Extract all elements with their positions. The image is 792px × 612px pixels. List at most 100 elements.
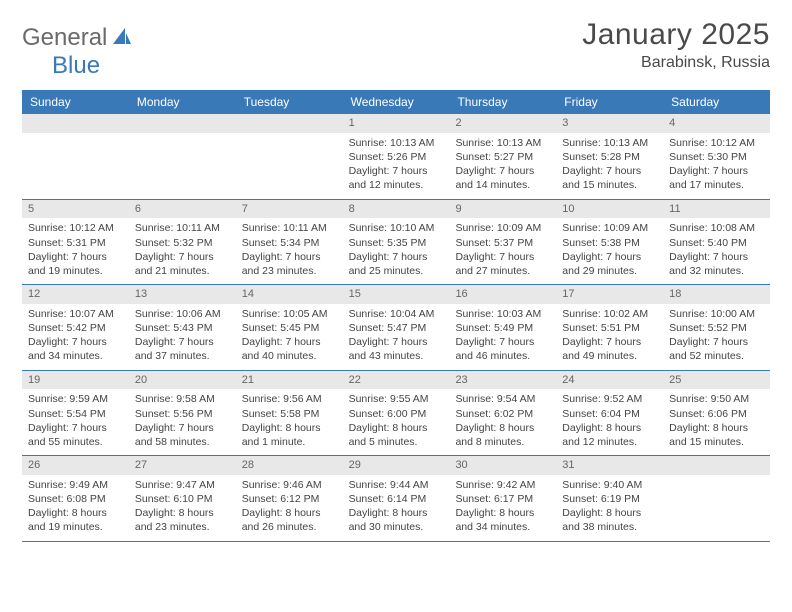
- day-detail-line: Sunset: 5:35 PM: [349, 236, 444, 250]
- day-detail-line: Sunset: 5:47 PM: [349, 321, 444, 335]
- weeks-container: 1Sunrise: 10:13 AMSunset: 5:26 PMDayligh…: [22, 114, 770, 542]
- day-details: Sunrise: 10:06 AMSunset: 5:43 PMDaylight…: [129, 304, 236, 370]
- day-cell: 8 Sunrise: 10:10 AMSunset: 5:35 PMDayligh…: [343, 200, 450, 285]
- day-detail-line: Sunrise: 10:13 AM: [455, 136, 550, 150]
- day-detail-line: Sunset: 5:37 PM: [455, 236, 550, 250]
- day-cell: 18Sunrise: 10:00 AMSunset: 5:52 PMDaylig…: [663, 285, 770, 370]
- day-cell: 27Sunrise: 9:47 AMSunset: 6:10 PMDayligh…: [129, 456, 236, 541]
- day-detail-line: Sunset: 5:54 PM: [28, 407, 123, 421]
- day-details: Sunrise: 10:05 AMSunset: 5:45 PMDaylight…: [236, 304, 343, 370]
- day-cell: 26Sunrise: 9:49 AMSunset: 6:08 PMDayligh…: [22, 456, 129, 541]
- day-cell: 23Sunrise: 9:54 AMSunset: 6:02 PMDayligh…: [449, 371, 556, 456]
- day-detail-line: Sunrise: 9:42 AM: [455, 478, 550, 492]
- day-detail-line: Sunrise: 9:55 AM: [349, 392, 444, 406]
- day-cell: 14Sunrise: 10:05 AMSunset: 5:45 PMDaylig…: [236, 285, 343, 370]
- day-number: 1: [343, 114, 450, 133]
- day-number: 29: [343, 456, 450, 475]
- day-detail-line: Sunset: 5:40 PM: [669, 236, 764, 250]
- day-cell: 22Sunrise: 9:55 AMSunset: 6:00 PMDayligh…: [343, 371, 450, 456]
- day-number: 19: [22, 371, 129, 390]
- day-number: 4: [663, 114, 770, 133]
- brand-text-blue: Blue: [52, 52, 100, 80]
- day-detail-line: Sunrise: 10:13 AM: [562, 136, 657, 150]
- day-detail-line: and 37 minutes.: [135, 349, 230, 363]
- day-number: 26: [22, 456, 129, 475]
- day-cell: 17Sunrise: 10:02 AMSunset: 5:51 PMDaylig…: [556, 285, 663, 370]
- day-details: [129, 133, 236, 142]
- day-detail-line: Sunset: 5:38 PM: [562, 236, 657, 250]
- brand-text-general: General: [22, 24, 107, 52]
- day-cell: 3Sunrise: 10:13 AMSunset: 5:28 PMDayligh…: [556, 114, 663, 199]
- day-details: Sunrise: 10:13 AMSunset: 5:28 PMDaylight…: [556, 133, 663, 199]
- day-number: [663, 456, 770, 475]
- week-row: 5Sunrise: 10:12 AMSunset: 5:31 PMDayligh…: [22, 200, 770, 286]
- day-detail-line: Daylight: 8 hours: [455, 421, 550, 435]
- day-details: Sunrise: 9:49 AMSunset: 6:08 PMDaylight:…: [22, 475, 129, 541]
- day-number: 6: [129, 200, 236, 219]
- weekday-header: Wednesday: [343, 90, 450, 114]
- week-row: 19Sunrise: 9:59 AMSunset: 5:54 PMDayligh…: [22, 371, 770, 457]
- day-number: 7: [236, 200, 343, 219]
- day-details: Sunrise: 10:12 AMSunset: 5:31 PMDaylight…: [22, 218, 129, 284]
- day-details: Sunrise: 10:09 AMSunset: 5:37 PMDaylight…: [449, 218, 556, 284]
- day-detail-line: Sunrise: 10:12 AM: [28, 221, 123, 235]
- day-number: 8: [343, 200, 450, 219]
- day-number: 17: [556, 285, 663, 304]
- day-detail-line: and 40 minutes.: [242, 349, 337, 363]
- day-detail-line: Sunrise: 10:13 AM: [349, 136, 444, 150]
- day-number: 2: [449, 114, 556, 133]
- day-details: Sunrise: 10:03 AMSunset: 5:49 PMDaylight…: [449, 304, 556, 370]
- day-number: 12: [22, 285, 129, 304]
- day-cell: 16Sunrise: 10:03 AMSunset: 5:49 PMDaylig…: [449, 285, 556, 370]
- weekday-header-row: SundayMondayTuesdayWednesdayThursdayFrid…: [22, 90, 770, 114]
- day-number: 25: [663, 371, 770, 390]
- day-cell: 10Sunrise: 10:09 AMSunset: 5:38 PMDaylig…: [556, 200, 663, 285]
- day-cell: 9Sunrise: 10:09 AMSunset: 5:37 PMDayligh…: [449, 200, 556, 285]
- day-detail-line: Sunrise: 10:08 AM: [669, 221, 764, 235]
- day-detail-line: Sunset: 6:04 PM: [562, 407, 657, 421]
- day-details: Sunrise: 9:50 AMSunset: 6:06 PMDaylight:…: [663, 389, 770, 455]
- day-number: 27: [129, 456, 236, 475]
- day-detail-line: and 8 minutes.: [455, 435, 550, 449]
- day-detail-line: Daylight: 8 hours: [135, 506, 230, 520]
- day-detail-line: Daylight: 7 hours: [28, 250, 123, 264]
- day-detail-line: and 58 minutes.: [135, 435, 230, 449]
- day-detail-line: and 27 minutes.: [455, 264, 550, 278]
- day-details: Sunrise: 10:07 AMSunset: 5:42 PMDaylight…: [22, 304, 129, 370]
- day-detail-line: Sunrise: 10:09 AM: [562, 221, 657, 235]
- day-detail-line: Sunrise: 9:46 AM: [242, 478, 337, 492]
- day-detail-line: Sunset: 5:49 PM: [455, 321, 550, 335]
- day-detail-line: Daylight: 7 hours: [562, 250, 657, 264]
- day-detail-line: Daylight: 8 hours: [562, 506, 657, 520]
- day-number: 30: [449, 456, 556, 475]
- day-detail-line: Daylight: 7 hours: [349, 250, 444, 264]
- day-details: Sunrise: 10:04 AMSunset: 5:47 PMDaylight…: [343, 304, 450, 370]
- day-detail-line: Sunset: 5:43 PM: [135, 321, 230, 335]
- day-detail-line: Sunset: 6:08 PM: [28, 492, 123, 506]
- day-detail-line: Sunrise: 10:07 AM: [28, 307, 123, 321]
- day-details: Sunrise: 10:02 AMSunset: 5:51 PMDaylight…: [556, 304, 663, 370]
- day-detail-line: Daylight: 8 hours: [562, 421, 657, 435]
- day-detail-line: Sunrise: 9:49 AM: [28, 478, 123, 492]
- location-label: Barabinsk, Russia: [582, 54, 770, 72]
- day-number: 24: [556, 371, 663, 390]
- day-detail-line: Sunset: 5:56 PM: [135, 407, 230, 421]
- day-cell: 21Sunrise: 9:56 AMSunset: 5:58 PMDayligh…: [236, 371, 343, 456]
- day-detail-line: Sunset: 5:45 PM: [242, 321, 337, 335]
- day-detail-line: and 17 minutes.: [669, 178, 764, 192]
- day-detail-line: Daylight: 8 hours: [28, 506, 123, 520]
- day-detail-line: Daylight: 7 hours: [669, 250, 764, 264]
- title-block: January 2025 Barabinsk, Russia: [582, 18, 770, 72]
- day-detail-line: Sunset: 5:52 PM: [669, 321, 764, 335]
- day-detail-line: Sunrise: 10:10 AM: [349, 221, 444, 235]
- day-detail-line: Sunrise: 10:12 AM: [669, 136, 764, 150]
- day-details: Sunrise: 9:40 AMSunset: 6:19 PMDaylight:…: [556, 475, 663, 541]
- page-title: January 2025: [582, 18, 770, 52]
- day-detail-line: Daylight: 7 hours: [455, 164, 550, 178]
- day-details: Sunrise: 10:13 AMSunset: 5:26 PMDaylight…: [343, 133, 450, 199]
- day-number: [22, 114, 129, 133]
- day-detail-line: Daylight: 8 hours: [349, 421, 444, 435]
- day-number: 22: [343, 371, 450, 390]
- day-detail-line: Daylight: 7 hours: [562, 335, 657, 349]
- day-detail-line: Sunrise: 10:09 AM: [455, 221, 550, 235]
